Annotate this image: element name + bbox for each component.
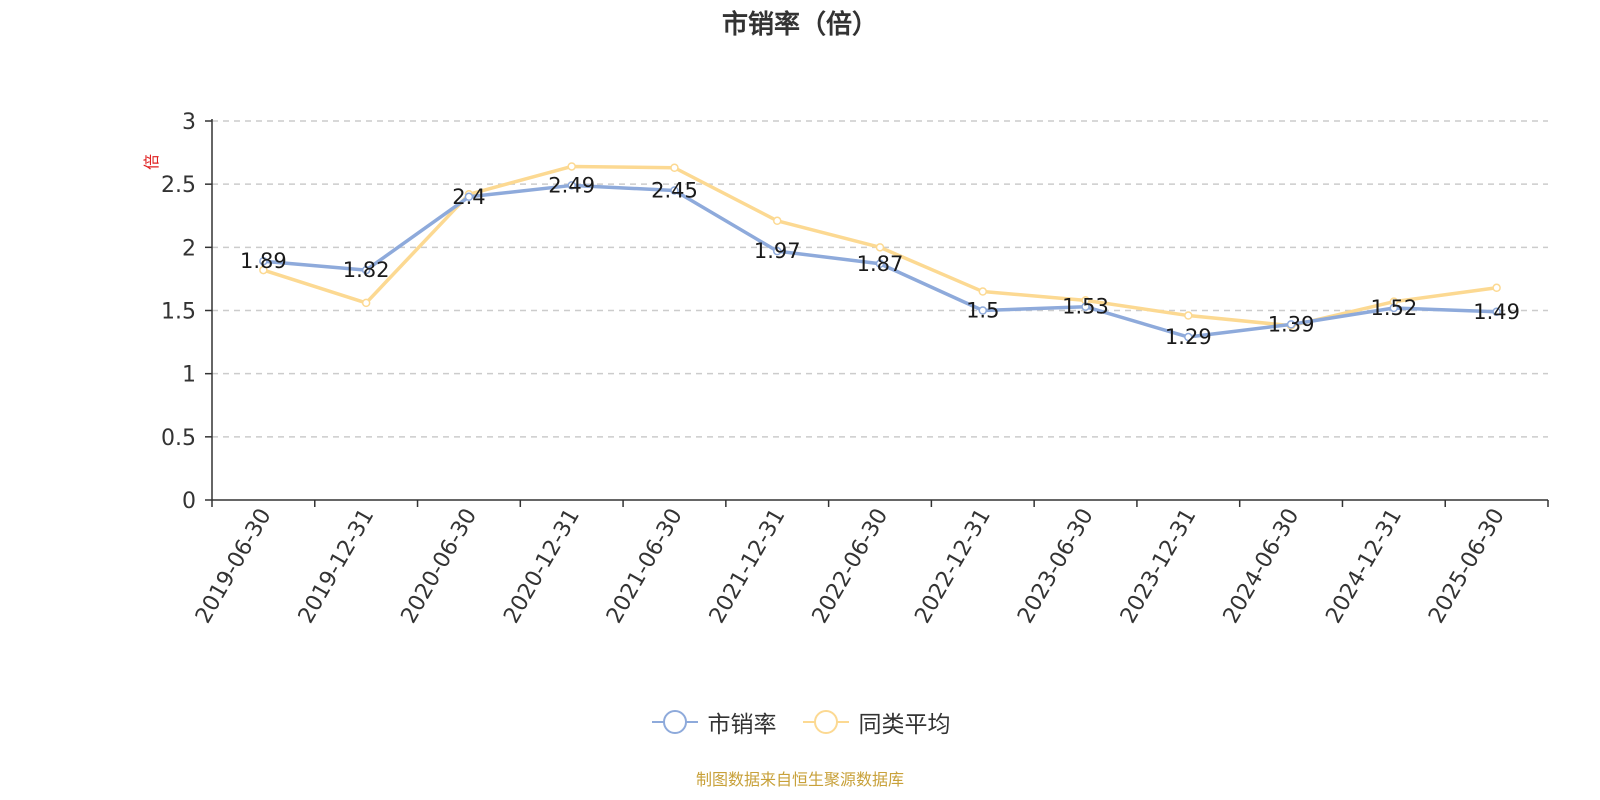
legend-marker-icon [651, 710, 698, 734]
y-tick-label: 1 [182, 363, 196, 388]
data-point[interactable] [670, 163, 679, 172]
data-label: 1.29 [1165, 325, 1212, 349]
y-tick-label: 2 [182, 236, 196, 261]
legend-item-series-0[interactable]: 市销率 [650, 705, 777, 739]
legend-marker-icon [802, 710, 849, 734]
data-label: 1.53 [1062, 295, 1109, 319]
legend-label: 市销率 [707, 712, 777, 738]
chart-title: 市销率（倍） [721, 10, 878, 40]
y-tick-label: 0.5 [161, 426, 196, 451]
source-note: 制图数据来自恒生聚源数据库 [695, 770, 904, 789]
data-label: 1.49 [1473, 300, 1520, 324]
x-tick-label: 2019-06-30 [191, 505, 277, 628]
data-point[interactable] [772, 216, 782, 226]
data-point[interactable] [1492, 307, 1501, 317]
x-tick-label: 2021-06-30 [602, 505, 688, 628]
x-tick-label: 2024-06-30 [1219, 505, 1305, 628]
legend-item-series-1[interactable]: 同类平均 [801, 705, 951, 739]
x-tick-label: 2023-12-31 [1116, 505, 1202, 628]
data-point[interactable] [361, 298, 371, 308]
y-tick-label: 2.5 [161, 173, 196, 198]
data-point[interactable] [1492, 283, 1501, 293]
data-label: 1.5 [966, 299, 999, 323]
x-tick-label: 2020-06-30 [397, 505, 483, 628]
y-tick-label: 1.5 [161, 300, 196, 325]
data-point[interactable] [361, 265, 371, 275]
x-tick-label: 2021-12-31 [705, 505, 791, 628]
data-point[interactable] [772, 246, 782, 256]
x-tick-label: 2022-06-30 [808, 505, 894, 628]
y-tick-label: 3 [182, 110, 196, 135]
data-point[interactable] [567, 181, 576, 190]
x-tick-label: 2023-06-30 [1013, 505, 1099, 628]
data-label: 1.97 [754, 239, 801, 263]
data-point[interactable] [1286, 320, 1296, 329]
data-point[interactable] [259, 265, 268, 275]
data-point[interactable] [464, 192, 474, 202]
data-point[interactable] [1184, 332, 1193, 342]
data-label: 1.52 [1370, 296, 1417, 320]
data-label: 1.82 [343, 258, 390, 282]
x-tick-label: 2022-12-31 [910, 505, 996, 628]
data-label: 1.39 [1268, 312, 1315, 336]
legend-label: 同类平均 [858, 712, 951, 738]
data-point[interactable] [1184, 311, 1193, 320]
x-tick-label: 2025-06-30 [1424, 505, 1510, 628]
data-point[interactable] [978, 306, 988, 315]
legend: 市销率 同类平均 [0, 705, 1600, 739]
y-axis-label: 倍 [142, 154, 161, 170]
data-point[interactable] [567, 162, 576, 171]
data-point[interactable] [1081, 302, 1090, 311]
data-label: 2.49 [548, 173, 595, 197]
data-point[interactable] [875, 243, 885, 252]
data-point[interactable] [978, 287, 988, 296]
data-label: 1.87 [857, 252, 904, 276]
data-point[interactable] [670, 186, 679, 195]
data-point[interactable] [875, 259, 885, 269]
data-label: 2.4 [452, 185, 485, 209]
x-tick-label: 2020-12-31 [499, 505, 585, 628]
data-point[interactable] [259, 256, 268, 266]
x-tick-label: 2024-12-31 [1321, 505, 1407, 628]
x-tick-label: 2019-12-31 [294, 505, 380, 628]
data-label: 2.45 [651, 178, 698, 202]
data-point[interactable] [1389, 303, 1399, 313]
data-label: 1.89 [240, 249, 287, 273]
y-tick-label: 0 [182, 489, 196, 514]
